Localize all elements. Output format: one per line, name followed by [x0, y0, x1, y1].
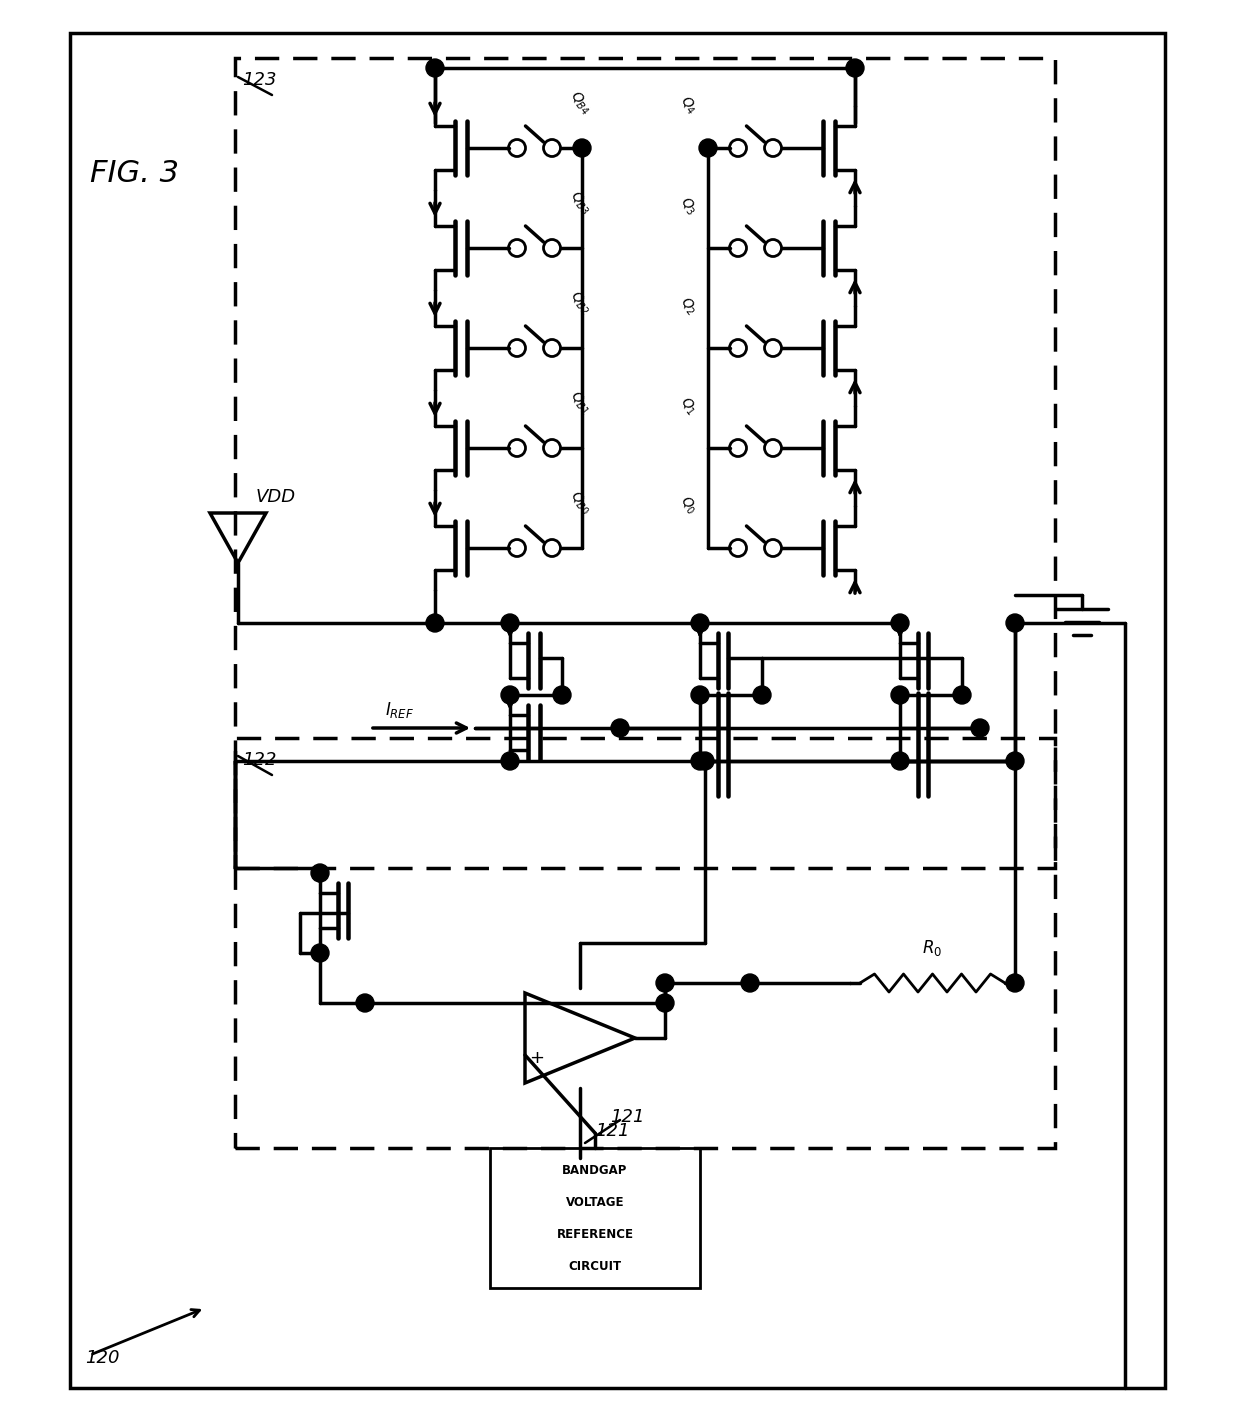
Text: $Q_3$: $Q_3$: [676, 194, 701, 218]
Text: $Q_4$: $Q_4$: [676, 94, 701, 118]
Circle shape: [311, 943, 329, 962]
Circle shape: [742, 973, 759, 992]
Text: 121: 121: [595, 1121, 630, 1140]
Text: $R_0$: $R_0$: [923, 938, 942, 958]
Circle shape: [356, 995, 374, 1012]
Text: CIRCUIT: CIRCUIT: [568, 1259, 621, 1272]
Text: FIG. 3: FIG. 3: [91, 158, 179, 188]
Circle shape: [501, 751, 520, 770]
Circle shape: [611, 719, 629, 737]
Circle shape: [846, 58, 864, 77]
Circle shape: [892, 686, 909, 704]
Bar: [69, 33, 1166, 1387]
Circle shape: [501, 686, 520, 704]
Circle shape: [1006, 973, 1024, 992]
Circle shape: [699, 139, 717, 157]
Circle shape: [311, 864, 329, 882]
Circle shape: [971, 719, 990, 737]
Circle shape: [892, 751, 909, 770]
Circle shape: [501, 613, 520, 632]
Text: BANDGAP: BANDGAP: [562, 1164, 627, 1177]
Circle shape: [691, 751, 709, 770]
Text: $I_{REF}$: $I_{REF}$: [384, 700, 414, 720]
Text: $Q_{B1}$: $Q_{B1}$: [565, 388, 594, 418]
Circle shape: [753, 686, 771, 704]
Text: $Q_1$: $Q_1$: [676, 394, 701, 418]
Circle shape: [1006, 751, 1024, 770]
Circle shape: [954, 686, 971, 704]
Text: 122: 122: [242, 751, 277, 768]
Circle shape: [696, 751, 714, 770]
Circle shape: [1006, 613, 1024, 632]
Circle shape: [691, 686, 709, 704]
Circle shape: [656, 973, 675, 992]
Text: $Q_{B0}$: $Q_{B0}$: [565, 488, 594, 518]
Circle shape: [553, 686, 570, 704]
Circle shape: [691, 613, 709, 632]
Circle shape: [427, 58, 444, 77]
Text: VOLTAGE: VOLTAGE: [565, 1195, 624, 1208]
Text: $Q_{B3}$: $Q_{B3}$: [565, 188, 594, 218]
Circle shape: [656, 995, 675, 1012]
Text: REFERENCE: REFERENCE: [557, 1228, 634, 1241]
Circle shape: [427, 613, 444, 632]
Text: 120: 120: [86, 1349, 119, 1368]
Circle shape: [573, 139, 591, 157]
Text: $Q_{B4}$: $Q_{B4}$: [565, 88, 594, 118]
Text: $Q_0$: $Q_0$: [676, 494, 701, 518]
Text: 123: 123: [242, 71, 277, 90]
Bar: [490, 1148, 701, 1288]
Text: $Q_2$: $Q_2$: [676, 293, 701, 317]
Text: 121: 121: [610, 1109, 645, 1126]
Text: +: +: [529, 1049, 544, 1067]
Circle shape: [892, 613, 909, 632]
Text: $Q_{B2}$: $Q_{B2}$: [565, 289, 594, 317]
Text: VDD: VDD: [255, 488, 296, 507]
